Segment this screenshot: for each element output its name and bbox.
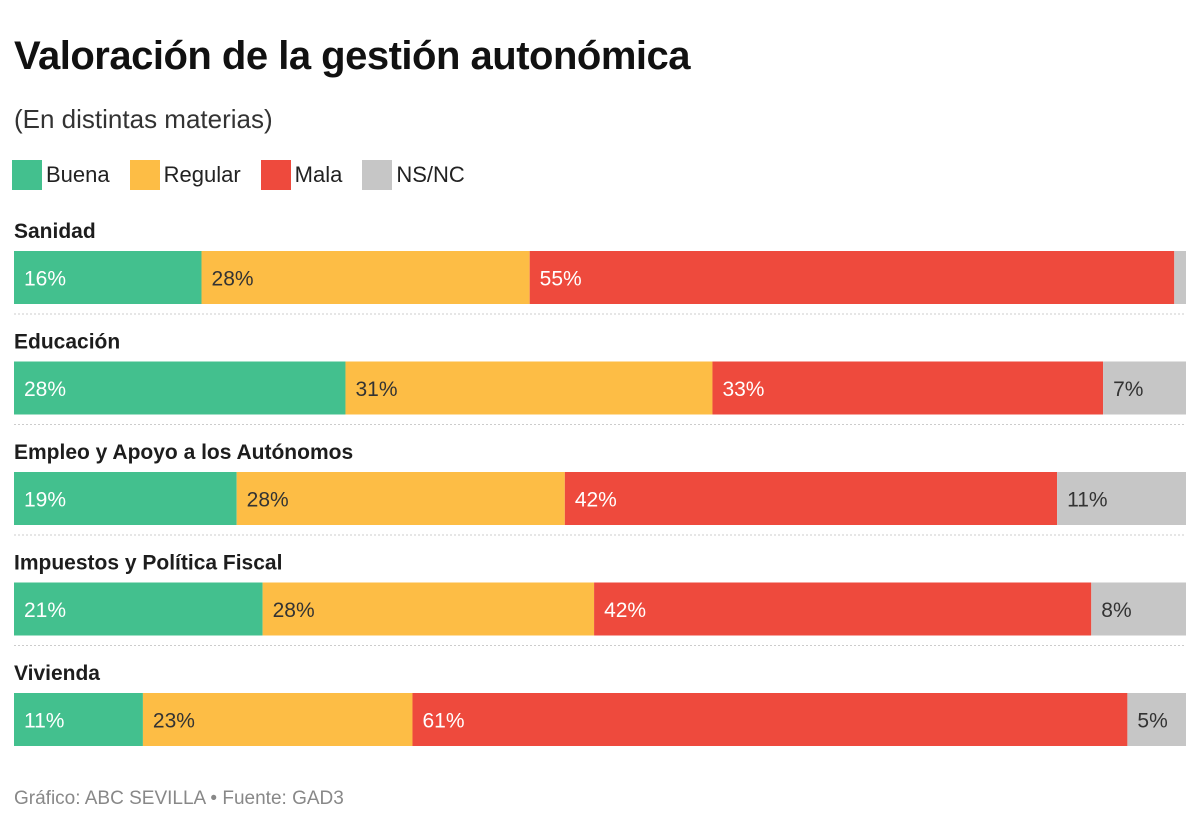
chart-title: Valoración de la gestión autonómica (14, 34, 691, 78)
legend-swatch-nsnc (362, 160, 393, 190)
value-label-educacion-regular: 31% (355, 378, 397, 401)
bar-impuestos-y-politica-fiscal-ns-nc (1091, 582, 1186, 636)
value-label-educacion-ns-nc: 7% (1113, 378, 1143, 401)
source-credit: Gráfico: ABC SEVILLA • Fuente: GAD3 (14, 788, 344, 809)
bar-sanidad-buena (14, 251, 202, 304)
legend-swatch-regular (129, 160, 160, 190)
bar-empleo-y-apoyo-a-los-autonomos-ns-nc (1057, 472, 1186, 525)
bar-empleo-y-apoyo-a-los-autonomos-regular (236, 472, 565, 525)
bar-educacion-ns-nc (1103, 361, 1186, 415)
value-label-impuestos-y-politica-fiscal-ns-nc: 8% (1101, 599, 1131, 622)
legend: Buena Regular Mala NS/NC (12, 160, 485, 190)
value-label-impuestos-y-politica-fiscal-regular: 28% (273, 599, 315, 622)
legend-label-mala: Mala (294, 162, 343, 187)
legend-item-nsnc: NS/NC (362, 160, 465, 190)
legend-label-buena: Buena (46, 162, 110, 187)
chart-subtitle: (En distintas materias) (14, 104, 273, 134)
value-label-vivienda-regular: 23% (153, 710, 195, 733)
bar-vivienda-ns-nc (1127, 693, 1186, 746)
bar-vivienda-regular (142, 693, 413, 746)
bar-educacion-regular (345, 361, 713, 415)
legend-label-nsnc: NS/NC (396, 162, 465, 187)
bar-empleo-y-apoyo-a-los-autonomos-mala (564, 472, 1058, 525)
bar-empleo-y-apoyo-a-los-autonomos-buena (14, 472, 237, 525)
value-label-empleo-y-apoyo-a-los-autonomos-regular: 28% (247, 489, 289, 512)
value-label-sanidad-buena: 16% (24, 268, 66, 291)
value-label-empleo-y-apoyo-a-los-autonomos-buena: 19% (24, 489, 66, 512)
value-label-vivienda-mala: 61% (422, 710, 464, 733)
category-label-sanidad: Sanidad (14, 220, 96, 243)
bar-vivienda-mala (412, 693, 1128, 746)
legend-item-mala: Mala (260, 160, 343, 190)
category-label-educacion: Educación (14, 331, 120, 354)
value-label-empleo-y-apoyo-a-los-autonomos-ns-nc: 11% (1067, 489, 1107, 512)
category-label-impuestos-y-politica-fiscal: Impuestos y Política Fiscal (14, 552, 282, 575)
legend-swatch-buena (12, 160, 42, 190)
legend-item-regular: Regular (129, 160, 241, 190)
bar-impuestos-y-politica-fiscal-regular (262, 582, 595, 636)
legend-item-buena: Buena (12, 160, 110, 190)
bar-educacion-mala (712, 361, 1104, 415)
bar-sanidad-mala (529, 251, 1175, 304)
value-label-vivienda-buena: 11% (24, 710, 64, 733)
bar-impuestos-y-politica-fiscal-buena (14, 582, 263, 636)
bar-vivienda-buena (14, 693, 143, 746)
legend-swatch-mala (260, 160, 291, 190)
legend-label-regular: Regular (163, 162, 241, 187)
value-label-empleo-y-apoyo-a-los-autonomos-mala: 42% (575, 489, 617, 512)
value-label-vivienda-ns-nc: 5% (1137, 710, 1167, 733)
category-label-empleo-y-apoyo-a-los-autonomos: Empleo y Apoyo a los Autónomos (14, 441, 353, 464)
bar-sanidad-ns-nc (1174, 251, 1186, 304)
value-label-educacion-mala: 33% (722, 378, 764, 401)
bar-impuestos-y-politica-fiscal-mala (594, 582, 1092, 636)
value-label-sanidad-regular: 28% (212, 268, 254, 291)
category-label-vivienda: Vivienda (14, 662, 100, 685)
bar-educacion-buena (14, 361, 346, 415)
value-label-impuestos-y-politica-fiscal-mala: 42% (604, 599, 646, 622)
value-label-educacion-buena: 28% (24, 378, 66, 401)
value-label-sanidad-mala: 55% (540, 268, 582, 291)
value-label-impuestos-y-politica-fiscal-buena: 21% (24, 599, 66, 622)
bar-sanidad-regular (201, 251, 530, 304)
